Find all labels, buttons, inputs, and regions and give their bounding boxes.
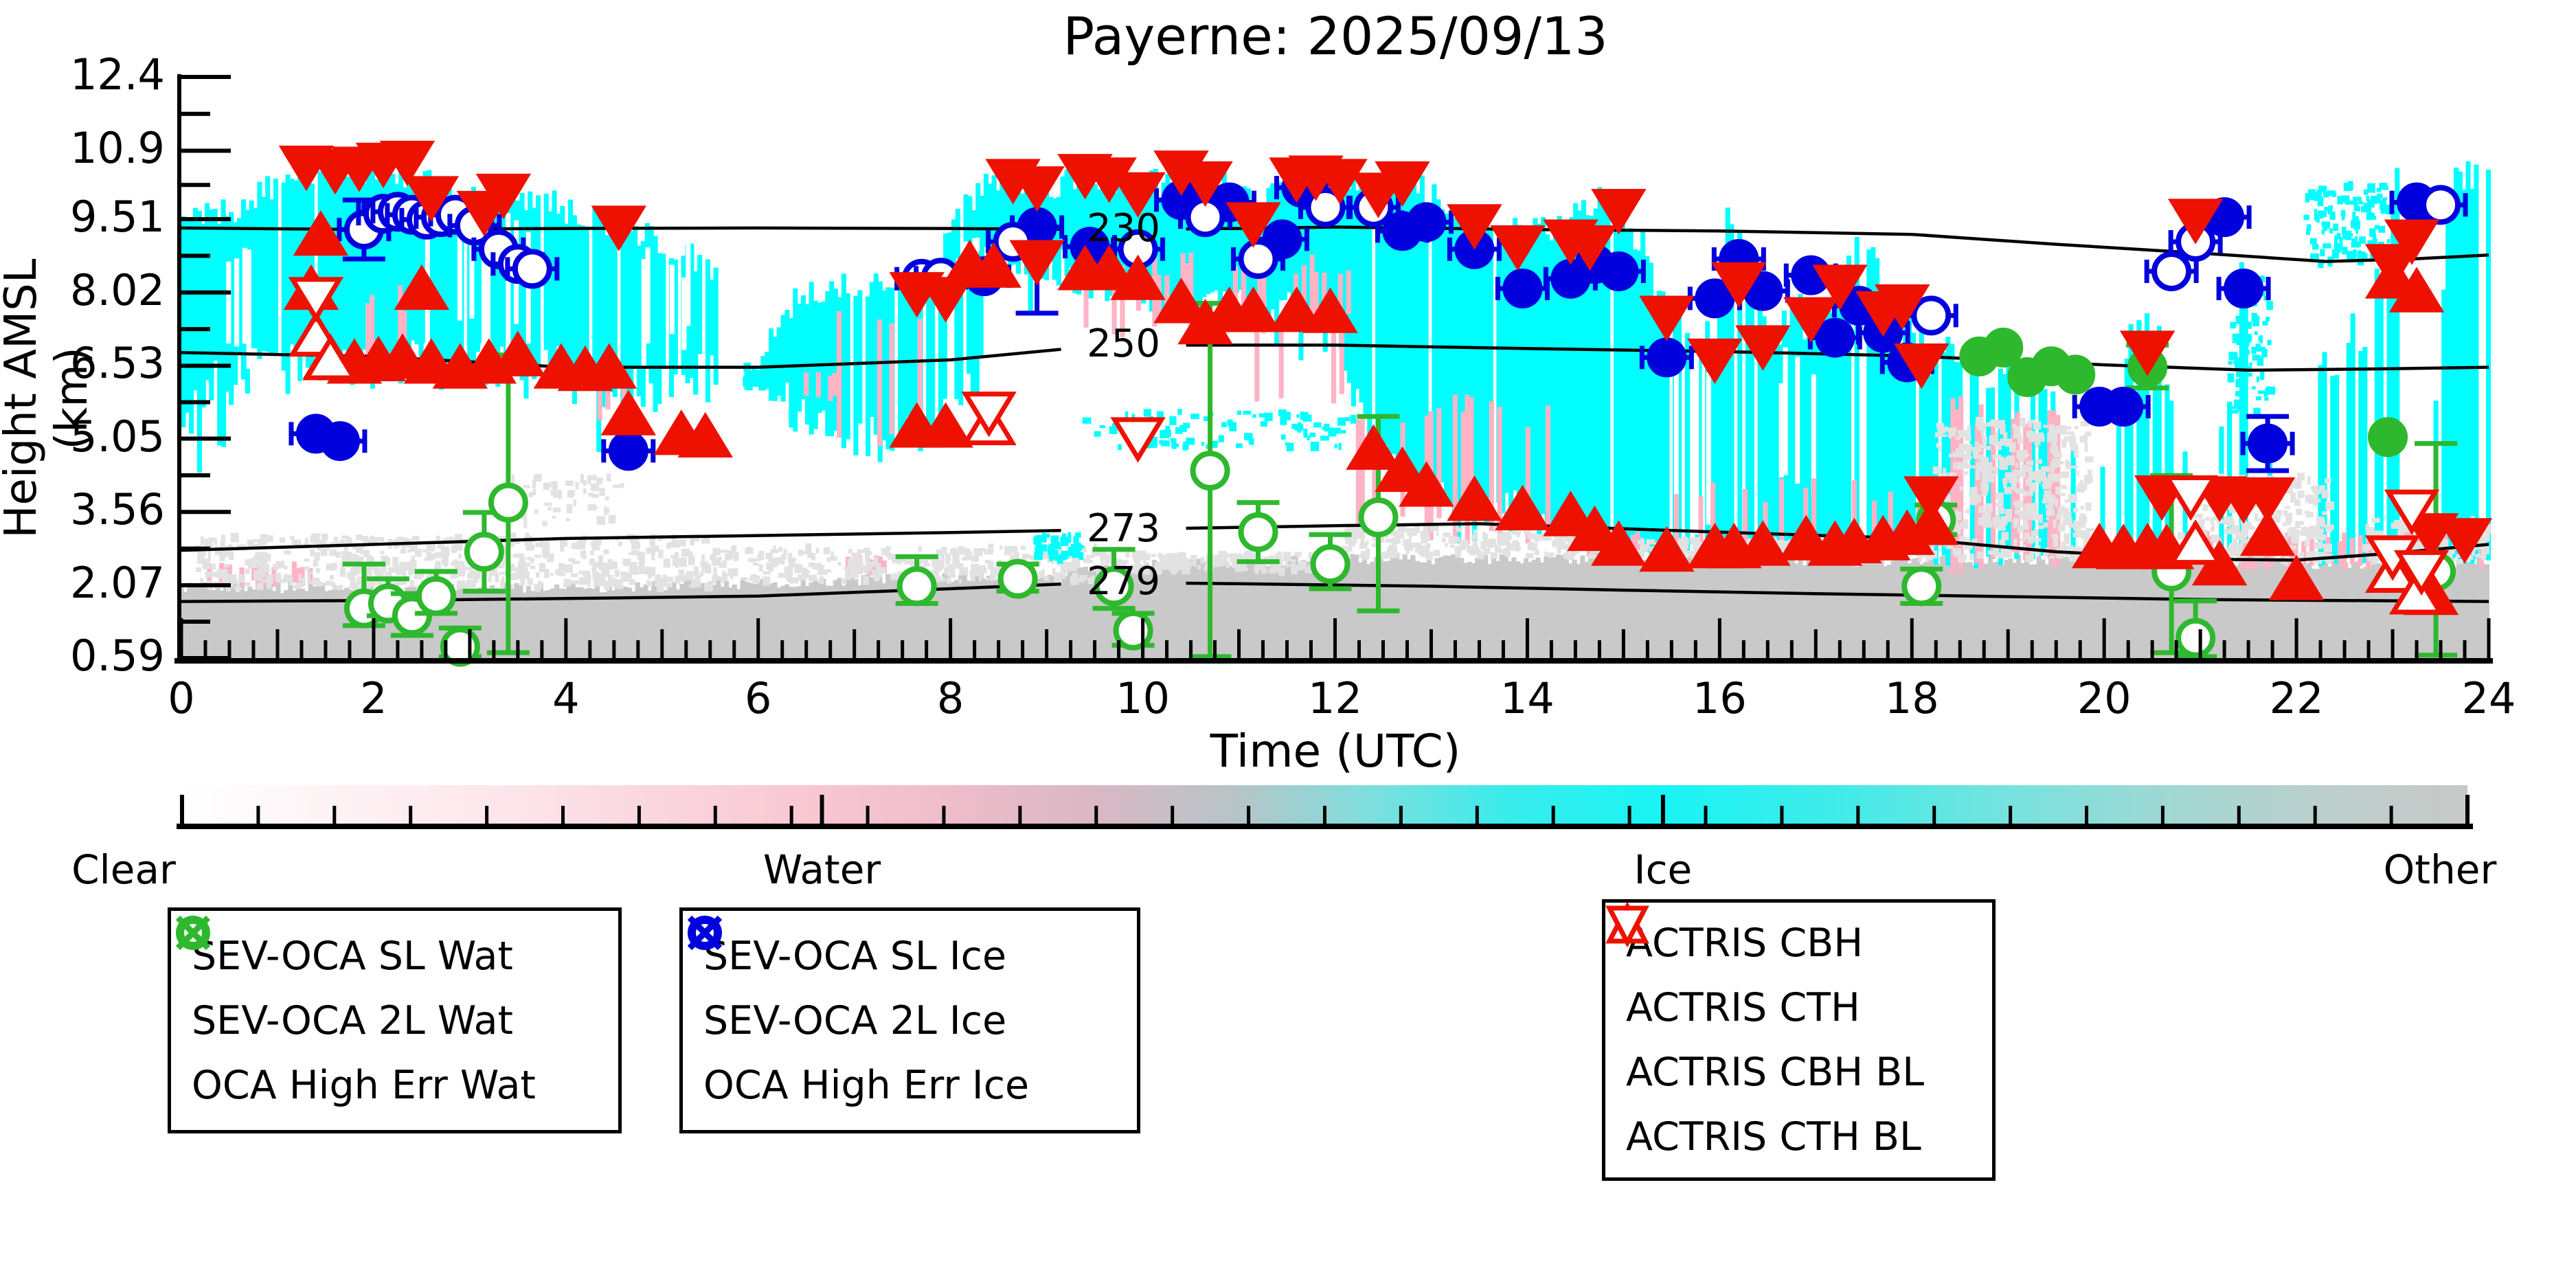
legend-item-label: ACTRIS CTH BL: [1626, 1114, 1921, 1160]
isotherm-label-250: 250: [1087, 321, 1161, 367]
series-sev-oca-2l-wat: [342, 301, 2458, 667]
y-tick-8.02: 8.02: [69, 264, 165, 315]
legend-item: ACTRIS CBH BL: [1605, 903, 1992, 1105]
series-actris-cth: [278, 140, 2493, 564]
x-icon: [175, 915, 211, 951]
x-tick-4: 4: [552, 673, 580, 723]
legend-item: SEV-OCA 2L Wat: [179, 918, 618, 1053]
legend-item-label: OCA High Err Wat: [192, 1062, 536, 1108]
x-tick-8: 8: [936, 673, 964, 723]
legend-item: ACTRIS CBH: [1605, 903, 1992, 975]
x-tick-0: 0: [168, 673, 195, 723]
x-tick-12: 12: [1308, 673, 1362, 723]
x-tick-22: 22: [2269, 673, 2324, 723]
y-tick-2.07: 2.07: [69, 557, 165, 608]
x-tick-14: 14: [1500, 673, 1555, 723]
x-tick-2: 2: [360, 673, 387, 723]
series-actris-cth-bl: [288, 277, 2450, 596]
series-sev-oca-sl-wat: [1959, 327, 2408, 457]
colorbar-label-water: Water: [762, 846, 881, 893]
y-tick-6.53: 6.53: [69, 338, 165, 389]
legend-box-2: SEV-OCA SL Ice SEV-OCA 2L Ice OCA High Err…: [679, 907, 1140, 1133]
legend-item: OCA High Err Ice: [687, 915, 1137, 1118]
legend-item: OCA High Err Wat: [175, 915, 618, 1118]
y-tick-0.59: 0.59: [69, 631, 165, 681]
legend-item-label: SEV-OCA 2L Wat: [192, 997, 513, 1043]
isotherm-label-230: 230: [1087, 205, 1161, 251]
legend-item: ACTRIS CTH BL: [1605, 905, 1992, 1169]
isotherm-label-273: 273: [1087, 506, 1161, 551]
legend-item-label: SEV-OCA SL Ice: [703, 933, 1007, 979]
legend-item-label: ACTRIS CBH BL: [1626, 1050, 1925, 1095]
legend-item-label: OCA High Err Ice: [703, 1062, 1030, 1108]
tri-down-open-icon: [1605, 905, 1649, 947]
legend-item-label: ACTRIS CBH: [1626, 920, 1864, 966]
x-axis-label: Time (UTC): [1210, 725, 1461, 778]
legend-item-label: SEV-OCA 2L Ice: [703, 997, 1007, 1043]
legend-item: SEV-OCA 2L Ice: [690, 918, 1137, 1053]
y-tick-10.9: 10.9: [69, 123, 165, 174]
chart-title: Payerne: 2025/09/13: [1063, 5, 1608, 67]
legend-item-label: SEV-OCA SL Wat: [192, 933, 513, 979]
legend-item-label: ACTRIS CTH: [1626, 985, 1860, 1030]
isotherm-label-279: 279: [1087, 558, 1161, 604]
x-tick-20: 20: [2077, 673, 2132, 723]
legend-item: SEV-OCA SL Wat: [176, 916, 618, 988]
legend-box-1: SEV-OCA SL Wat SEV-OCA 2L Wat OCA High Err…: [168, 907, 622, 1133]
colorbar-label-ice: Ice: [1634, 846, 1693, 893]
colorbar-label-other: Other: [2383, 846, 2497, 893]
y-tick-12.4: 12.4: [69, 49, 165, 100]
legend-item: ACTRIS CTH: [1605, 905, 1992, 1040]
x-tick-24: 24: [2461, 673, 2516, 723]
axes: [174, 74, 2493, 664]
legend-item: SEV-OCA SL Ice: [688, 916, 1137, 988]
colorbar-label-clear: Clear: [71, 846, 176, 893]
x-tick-6: 6: [745, 673, 772, 723]
y-tick-9.51: 9.51: [69, 192, 165, 242]
x-tick-18: 18: [1884, 673, 1939, 723]
legend-box-3: ACTRIS CBH ACTRIS CTH ACTRIS CBH BL ACTRIS …: [1602, 899, 1996, 1181]
x-tick-10: 10: [1116, 673, 1171, 723]
x-tick-16: 16: [1692, 673, 1747, 723]
y-tick-3.56: 3.56: [69, 484, 165, 535]
x-icon: [687, 915, 723, 951]
y-tick-5.05: 5.05: [69, 411, 165, 462]
colorbar: [177, 785, 2473, 829]
